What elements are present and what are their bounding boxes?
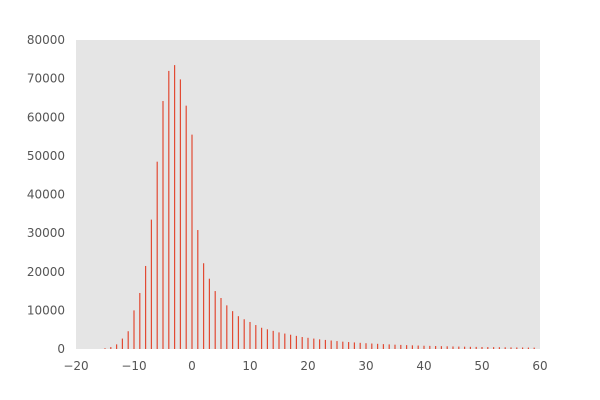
histogram-bar: [290, 334, 292, 349]
histogram-bar: [226, 305, 228, 349]
x-tick-label: 0: [188, 359, 196, 373]
histogram-bar: [446, 346, 448, 349]
y-tick-label: 40000: [27, 188, 65, 202]
y-axis-tick-labels: 0 10000 20000 30000 40000 50000 60000 70000 8000…: [27, 33, 65, 356]
y-tick-label: 50000: [27, 149, 65, 163]
histogram-bar: [377, 343, 379, 349]
histogram-bar: [359, 342, 361, 349]
histogram-bar: [261, 327, 263, 349]
x-tick-label: 10: [242, 359, 257, 373]
histogram-bar: [429, 345, 431, 349]
histogram-bar: [527, 347, 529, 349]
histogram-bar: [249, 321, 251, 349]
histogram-bar: [174, 65, 176, 350]
histogram-bar: [139, 292, 141, 349]
histogram-bar: [214, 291, 216, 349]
histogram-bar: [150, 219, 152, 349]
histogram-bar: [348, 342, 350, 349]
x-tick-label: 30: [358, 359, 373, 373]
histogram-bar: [179, 79, 181, 350]
histogram-bar: [475, 346, 477, 349]
x-tick-label: 40: [416, 359, 431, 373]
histogram-bar: [365, 343, 367, 349]
histogram-bar: [417, 345, 419, 349]
histogram-bar: [232, 311, 234, 349]
histogram-bar: [481, 346, 483, 349]
histogram-bar: [469, 346, 471, 349]
histogram-bar: [284, 333, 286, 349]
histogram-bar: [197, 230, 199, 349]
histogram-bar: [203, 263, 205, 349]
histogram-bar: [353, 342, 355, 349]
histogram-bar: [133, 310, 135, 350]
histogram-bar: [116, 344, 118, 349]
histogram-bar: [272, 330, 274, 349]
histogram-bar: [330, 340, 332, 349]
histogram-bar: [423, 345, 425, 349]
histogram-bar: [168, 70, 170, 350]
histogram-bar: [452, 346, 454, 349]
histogram-bar: [278, 332, 280, 349]
histogram-bar: [237, 316, 239, 349]
histogram-bar: [255, 325, 257, 349]
histogram-bar: [458, 346, 460, 349]
x-axis-tick-labels: −20 −10 0 10 20 30 40 50 60: [63, 359, 547, 373]
histogram-bar: [185, 105, 187, 349]
y-tick-label: 80000: [27, 33, 65, 47]
x-tick-label: −20: [63, 359, 88, 373]
histogram-bar: [121, 338, 123, 349]
histogram-bar: [487, 347, 489, 349]
histogram-bar: [295, 335, 297, 349]
histogram-bar: [510, 347, 512, 349]
histogram-bar: [208, 278, 210, 349]
histogram-bar: [162, 101, 164, 349]
y-tick-label: 30000: [27, 226, 65, 240]
histogram-bar: [493, 347, 495, 349]
plot-background: [76, 40, 540, 349]
histogram-bar: [145, 265, 147, 349]
histogram-bar: [324, 339, 326, 349]
y-tick-label: 10000: [27, 303, 65, 317]
histogram-bar: [440, 346, 442, 349]
histogram-bar: [406, 345, 408, 349]
histogram-bar: [522, 347, 524, 349]
y-tick-label: 20000: [27, 265, 65, 279]
histogram-bar: [342, 341, 344, 349]
y-tick-label: 70000: [27, 72, 65, 86]
bars-group: [104, 65, 535, 350]
histogram-bar: [411, 345, 413, 349]
histogram-bar: [464, 346, 466, 349]
histogram-bar: [307, 337, 309, 349]
histogram-bar: [388, 344, 390, 349]
x-tick-label: 20: [300, 359, 315, 373]
histogram-bar: [104, 348, 106, 349]
histogram-bar: [400, 344, 402, 349]
histogram-bar: [533, 347, 535, 349]
histogram-bar: [266, 329, 268, 349]
y-tick-label: 60000: [27, 110, 65, 124]
histogram-bar: [313, 338, 315, 349]
histogram-bar: [319, 339, 321, 349]
histogram-bar: [156, 161, 158, 349]
histogram-bar: [301, 337, 303, 349]
x-tick-label: 60: [532, 359, 547, 373]
histogram-bar: [516, 347, 518, 349]
histogram-bar: [110, 347, 112, 349]
histogram-bar: [394, 344, 396, 349]
histogram-bar: [435, 346, 437, 349]
histogram-bar: [371, 343, 373, 349]
x-tick-label: 50: [474, 359, 489, 373]
histogram-bar: [382, 344, 384, 349]
histogram-bar: [504, 347, 506, 349]
x-tick-label: −10: [121, 359, 146, 373]
histogram-bar: [127, 331, 129, 349]
histogram-bar: [243, 319, 245, 349]
histogram-bar: [220, 298, 222, 349]
y-tick-label: 0: [57, 342, 65, 356]
histogram-bar: [336, 341, 338, 349]
histogram-bar: [498, 347, 500, 349]
histogram-bar: [191, 134, 193, 349]
